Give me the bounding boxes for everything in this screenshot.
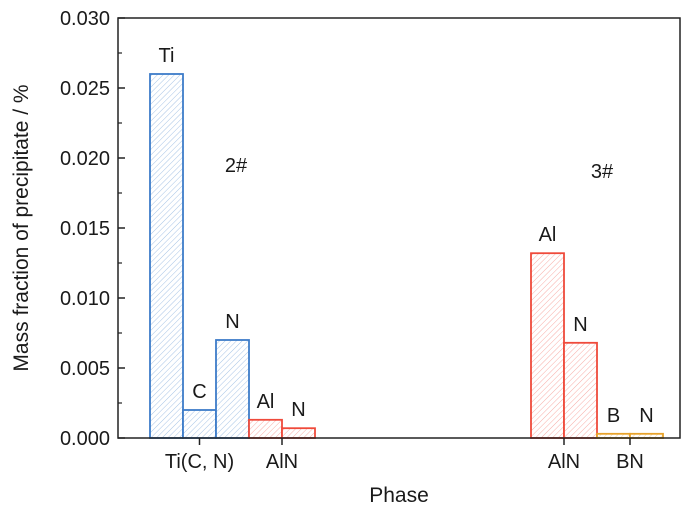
bar-3-aln-n xyxy=(563,341,598,439)
bar-element-label: C xyxy=(192,381,206,403)
y-tick-label: 0.010 xyxy=(60,288,110,310)
bar-element-label: Al xyxy=(257,391,275,413)
axes-layer xyxy=(117,17,681,445)
bar-element-label: Al xyxy=(539,224,557,246)
bars-layer xyxy=(149,73,664,439)
y-tick-label: 0.015 xyxy=(60,218,110,240)
x-tick-label: AlN xyxy=(548,451,580,473)
x-tick-label: AlN xyxy=(266,451,298,473)
bar-2-aln-n xyxy=(281,427,316,439)
y-tick-label: 0.020 xyxy=(60,148,110,170)
bar-2-ticn-ti xyxy=(149,73,184,439)
bar-element-label: N xyxy=(225,311,239,333)
x-axis-title: Phase xyxy=(369,484,429,507)
bar-2-aln-al xyxy=(248,418,283,439)
bar-3-aln-al xyxy=(530,252,565,439)
y-tick-label: 0.000 xyxy=(60,428,110,450)
bar-element-label: Ti xyxy=(159,45,175,67)
group-label: 2# xyxy=(225,155,248,177)
y-tick-label: 0.030 xyxy=(60,8,110,30)
bar-element-label: N xyxy=(573,314,587,336)
y-tick-label: 0.025 xyxy=(60,78,110,100)
bar-2-ticn-n xyxy=(215,339,250,439)
group-label: 3# xyxy=(591,161,614,183)
y-tick-label: 0.005 xyxy=(60,358,110,380)
bar-element-label: B xyxy=(607,405,620,427)
bar-2-ticn-c xyxy=(182,409,217,439)
x-tick-label: BN xyxy=(616,451,644,473)
y-axis-title: Mass fraction of precipitate / % xyxy=(10,84,33,371)
bar-element-label: N xyxy=(291,399,305,421)
x-tick-label: Ti(C, N) xyxy=(165,451,234,473)
bar-element-label: N xyxy=(639,405,653,427)
